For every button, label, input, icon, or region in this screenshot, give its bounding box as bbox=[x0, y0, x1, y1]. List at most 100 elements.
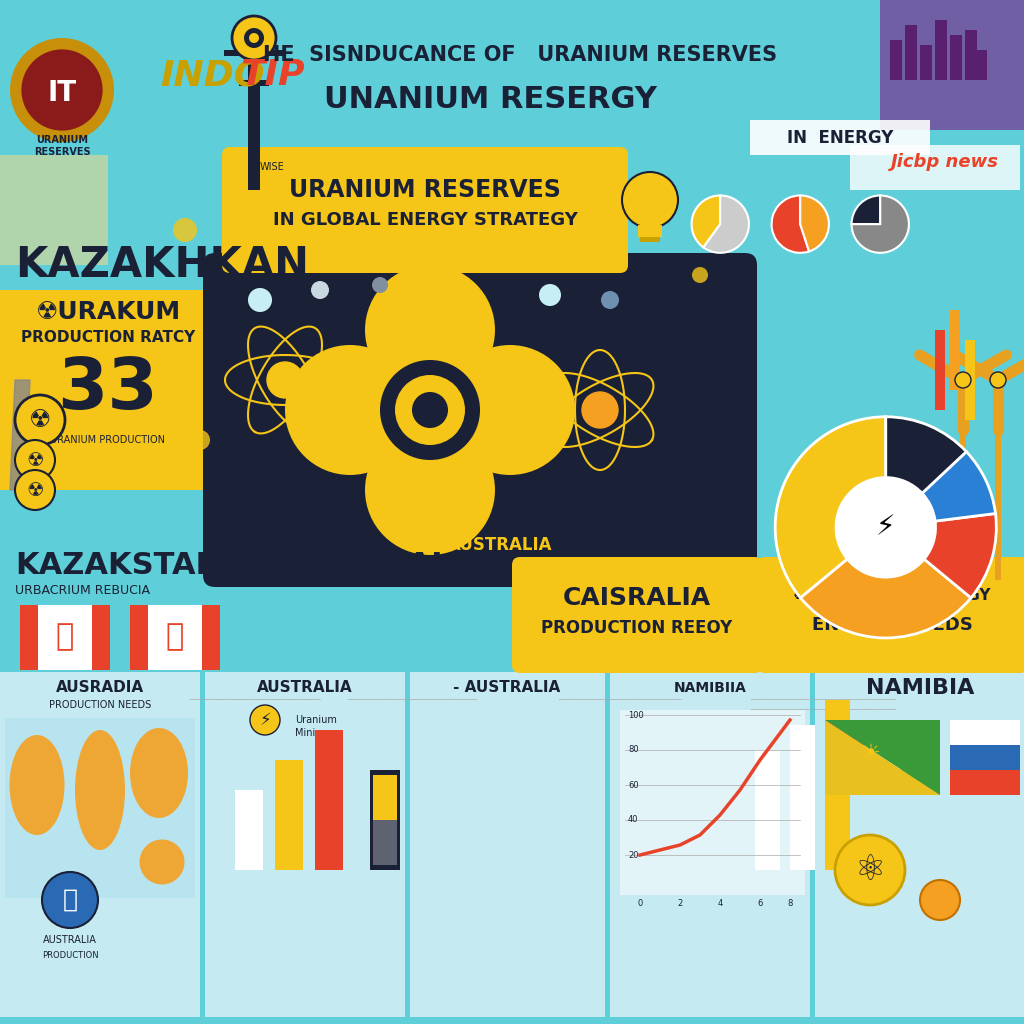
Text: AUSRADIA: AUSRADIA bbox=[56, 681, 144, 695]
Text: 33: 33 bbox=[57, 355, 159, 425]
Bar bbox=[234, 790, 263, 870]
Text: 🍁: 🍁 bbox=[166, 623, 184, 651]
Circle shape bbox=[15, 440, 55, 480]
Text: 8: 8 bbox=[787, 898, 793, 907]
Circle shape bbox=[15, 395, 65, 445]
Text: IT: IT bbox=[47, 79, 77, 106]
Text: ♻ RENEWABLE ENERGY: ♻ RENEWABLE ENERGY bbox=[794, 588, 991, 602]
FancyBboxPatch shape bbox=[222, 147, 628, 273]
Bar bbox=[935, 330, 945, 410]
Bar bbox=[880, 0, 1024, 130]
Wedge shape bbox=[801, 559, 971, 638]
Text: 100: 100 bbox=[628, 711, 644, 720]
Bar bbox=[790, 725, 815, 870]
Ellipse shape bbox=[139, 840, 184, 885]
Bar bbox=[130, 605, 220, 670]
Polygon shape bbox=[825, 720, 940, 795]
FancyBboxPatch shape bbox=[203, 253, 757, 587]
Text: ───────────────────────────────: ─────────────────────────────── bbox=[189, 697, 321, 703]
Bar bbox=[315, 730, 343, 870]
Text: 6: 6 bbox=[758, 898, 763, 907]
Bar bbox=[755, 750, 780, 870]
Bar bbox=[638, 225, 662, 237]
Text: AUSTRALIA: AUSTRALIA bbox=[257, 681, 353, 695]
Text: ──────────────────────────────────────: ────────────────────────────────────── bbox=[558, 697, 682, 702]
Bar bbox=[205, 672, 406, 1017]
Text: ENERGY  NEEDS: ENERGY NEEDS bbox=[812, 616, 973, 634]
Circle shape bbox=[990, 372, 1006, 388]
Text: 🍁: 🍁 bbox=[56, 623, 74, 651]
Bar bbox=[905, 25, 918, 80]
Bar bbox=[640, 237, 660, 242]
Bar bbox=[950, 745, 1020, 770]
Text: KAZAKHKAN: KAZAKHKAN bbox=[15, 244, 309, 286]
Bar bbox=[410, 672, 605, 1017]
Bar bbox=[250, 130, 258, 136]
Text: AUSTRALIA: AUSTRALIA bbox=[43, 935, 97, 945]
Wedge shape bbox=[703, 196, 749, 253]
Bar bbox=[248, 40, 260, 190]
Bar bbox=[950, 770, 1020, 795]
Circle shape bbox=[601, 291, 618, 309]
Bar bbox=[0, 672, 200, 1017]
Wedge shape bbox=[852, 196, 909, 253]
Text: 2: 2 bbox=[677, 898, 683, 907]
Text: 💡: 💡 bbox=[641, 185, 659, 214]
Bar bbox=[825, 720, 940, 795]
Circle shape bbox=[190, 430, 210, 450]
Bar bbox=[0, 290, 215, 490]
Text: IN  ENERGY: IN ENERGY bbox=[786, 129, 893, 147]
Text: ⚡: ⚡ bbox=[876, 513, 896, 542]
Text: 60: 60 bbox=[628, 780, 639, 790]
Text: URANIUM RESERVES: URANIUM RESERVES bbox=[289, 178, 561, 202]
Text: URANIUM: URANIUM bbox=[36, 135, 88, 145]
Text: PRODUCTION NEEDS: PRODUCTION NEEDS bbox=[49, 700, 152, 710]
Text: AUSTRALIA: AUSTRALIA bbox=[295, 551, 486, 580]
Text: ─────────────────────────────────────────────: ────────────────────────────────────────… bbox=[750, 697, 896, 702]
Bar bbox=[750, 120, 930, 155]
Bar bbox=[825, 700, 850, 870]
Bar bbox=[965, 30, 977, 80]
Circle shape bbox=[311, 281, 329, 299]
Bar bbox=[202, 605, 220, 670]
Text: PRODUCTION: PRODUCTION bbox=[42, 950, 98, 959]
Bar bbox=[950, 720, 1020, 795]
Bar bbox=[935, 20, 947, 80]
Text: PRODUCTION RATCY: PRODUCTION RATCY bbox=[20, 331, 196, 345]
Bar bbox=[370, 770, 400, 870]
Ellipse shape bbox=[9, 735, 65, 835]
Text: - AUSTRALIA: - AUSTRALIA bbox=[454, 681, 560, 695]
Circle shape bbox=[835, 835, 905, 905]
Text: ☢: ☢ bbox=[27, 451, 44, 469]
Circle shape bbox=[42, 872, 98, 928]
Wedge shape bbox=[886, 417, 967, 494]
Bar bbox=[275, 760, 303, 870]
Text: ⚛: ⚛ bbox=[854, 853, 886, 887]
Text: Uranium: Uranium bbox=[295, 715, 337, 725]
Text: INDO: INDO bbox=[160, 58, 264, 92]
Text: HE  SISNDUCANCE OF   URANIUM RESERVES: HE SISNDUCANCE OF URANIUM RESERVES bbox=[263, 45, 777, 65]
Bar bbox=[610, 672, 810, 1017]
Wedge shape bbox=[800, 196, 828, 252]
Text: URBACRIUM REBUCIA: URBACRIUM REBUCIA bbox=[15, 584, 150, 597]
Bar bbox=[373, 775, 397, 820]
Text: URANIUM PRODUCTION: URANIUM PRODUCTION bbox=[50, 435, 166, 445]
Wedge shape bbox=[924, 513, 996, 598]
Text: UNANIUM RESERGY: UNANIUM RESERGY bbox=[324, 85, 656, 115]
Text: ☢URAKUM: ☢URAKUM bbox=[36, 300, 180, 324]
Circle shape bbox=[232, 16, 276, 60]
Polygon shape bbox=[825, 720, 940, 795]
Circle shape bbox=[248, 288, 272, 312]
Circle shape bbox=[250, 705, 280, 735]
Wedge shape bbox=[852, 196, 881, 224]
Text: IN GLOBAL ENERGY STRATEGY: IN GLOBAL ENERGY STRATEGY bbox=[272, 211, 578, 229]
Circle shape bbox=[539, 284, 561, 306]
Text: NAMIBIA: NAMIBIA bbox=[866, 678, 974, 698]
Text: Mining: Mining bbox=[295, 728, 328, 738]
Bar bbox=[950, 35, 962, 80]
Text: ⚡: ⚡ bbox=[259, 711, 270, 729]
Circle shape bbox=[836, 477, 936, 578]
Circle shape bbox=[920, 880, 961, 920]
Circle shape bbox=[249, 33, 259, 43]
Bar bbox=[890, 40, 902, 80]
